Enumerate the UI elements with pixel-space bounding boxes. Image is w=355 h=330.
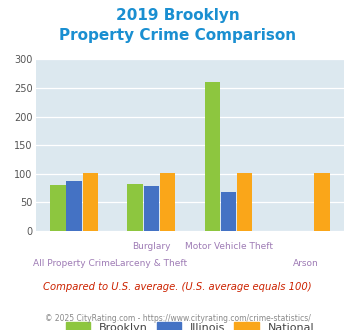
Text: Property Crime Comparison: Property Crime Comparison [59, 28, 296, 43]
Text: Motor Vehicle Theft: Motor Vehicle Theft [185, 242, 273, 251]
Text: Compared to U.S. average. (U.S. average equals 100): Compared to U.S. average. (U.S. average … [43, 282, 312, 292]
Bar [50, 185, 66, 231]
Text: © 2025 CityRating.com - https://www.cityrating.com/crime-statistics/: © 2025 CityRating.com - https://www.city… [45, 314, 310, 323]
Text: All Property Crime: All Property Crime [33, 259, 115, 268]
Bar [204, 82, 220, 231]
Bar [160, 173, 175, 231]
Bar [314, 173, 330, 231]
Bar [237, 173, 252, 231]
Text: Burglary: Burglary [132, 242, 170, 251]
Text: Larceny & Theft: Larceny & Theft [115, 259, 187, 268]
Text: Arson: Arson [293, 259, 319, 268]
Bar [66, 181, 82, 231]
Bar [127, 183, 143, 231]
Text: 2019 Brooklyn: 2019 Brooklyn [116, 8, 239, 23]
Bar [221, 192, 236, 231]
Bar [83, 173, 98, 231]
Bar [143, 186, 159, 231]
Legend: Brooklyn, Illinois, National: Brooklyn, Illinois, National [61, 317, 319, 330]
